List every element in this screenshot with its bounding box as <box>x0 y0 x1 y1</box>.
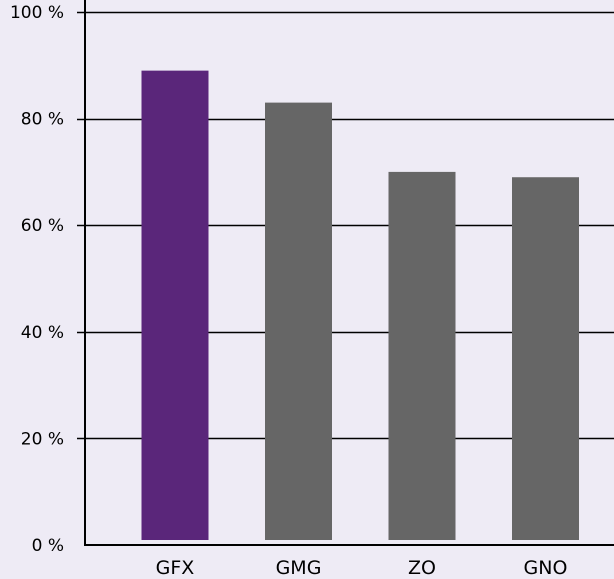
y-tick-labels: 0 % 20 % 40 % 60 % 80 % 100 % <box>10 3 64 556</box>
y-tick-label-40: 40 % <box>21 323 64 343</box>
y-tick-label-80: 80 % <box>21 110 64 130</box>
y-tick-label-0: 0 % <box>32 536 64 556</box>
bar-gmg <box>265 102 332 541</box>
bar-gno <box>512 177 579 541</box>
x-category-labels: GFX GMG ZO GNO <box>156 557 568 579</box>
x-category-label-gmg: GMG <box>276 557 322 579</box>
x-category-label-zo: ZO <box>408 557 436 579</box>
y-tick-label-60: 60 % <box>21 216 64 236</box>
y-tick-label-20: 20 % <box>21 429 64 449</box>
y-tick-label-100: 100 % <box>10 3 64 23</box>
bar-gfx <box>141 70 209 540</box>
bar-zo <box>388 171 456 540</box>
x-category-label-gfx: GFX <box>156 557 195 579</box>
x-category-label-gno: GNO <box>524 557 568 579</box>
bars <box>141 70 579 541</box>
axes <box>84 0 614 546</box>
